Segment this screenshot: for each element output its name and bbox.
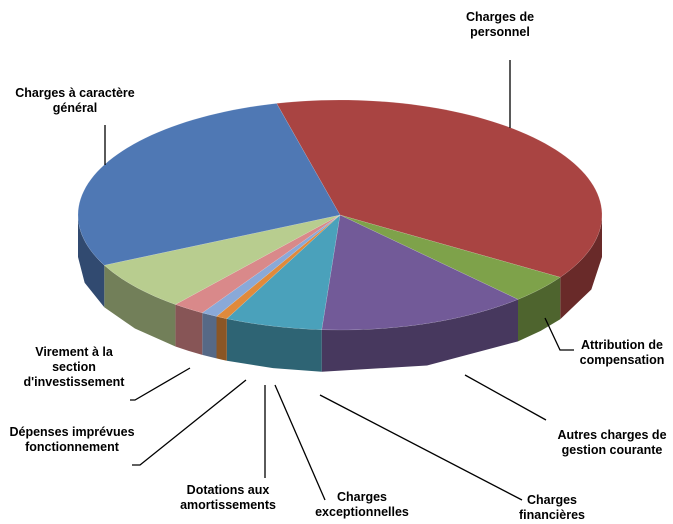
slice (226, 214, 341, 330)
slice (201, 214, 341, 317)
slice-label: Dépenses imprévues fonctionnement (9, 425, 135, 454)
leader-line (132, 379, 247, 466)
slice-side (175, 304, 203, 355)
leader-line (319, 394, 523, 501)
slice (215, 214, 341, 319)
slice-side (202, 312, 217, 359)
slice-label: Charges à caractère général (15, 86, 135, 115)
slice-label: Virement à la section d'investissement (23, 345, 125, 389)
leader-line (274, 384, 326, 501)
slice (77, 103, 341, 266)
leader-line (130, 367, 191, 401)
slice-side (518, 277, 561, 342)
slice-side (216, 316, 227, 361)
slice-side (321, 299, 519, 372)
slice (339, 214, 561, 300)
slice (103, 214, 341, 305)
slice-label: Charges exceptionnelles (315, 490, 409, 519)
slice-label: Autres charges de gestion courante (557, 428, 667, 457)
slice-label: Attribution de compensation (579, 338, 665, 367)
slice (276, 99, 603, 278)
slice-side (78, 215, 105, 308)
slice-side (226, 318, 322, 372)
leader-line (544, 317, 574, 351)
slice-side (560, 215, 602, 320)
slice-label: Dotations aux amortissements (180, 483, 276, 512)
leader-line (464, 374, 547, 421)
slice (321, 214, 519, 331)
slice-side (104, 265, 176, 347)
slice-label: Charges financières (518, 493, 585, 522)
slice-label: Charges de personnel (465, 10, 535, 39)
